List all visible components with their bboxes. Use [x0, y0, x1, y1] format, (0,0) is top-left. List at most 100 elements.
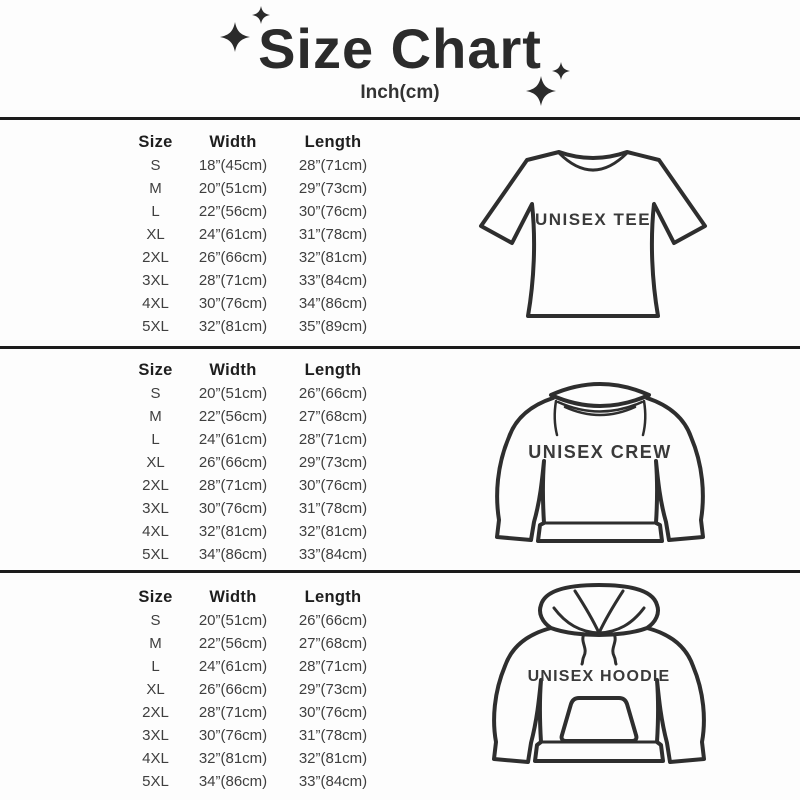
size-row: 2XL 26”(66cm) 32”(81cm): [128, 246, 383, 269]
divider: [0, 570, 800, 573]
width-cell: 20”(51cm): [198, 385, 268, 402]
length-cell: 28”(71cm): [298, 431, 368, 448]
size-cell: 5XL: [142, 773, 169, 790]
size-cell: XL: [146, 454, 165, 471]
size-cell: S: [150, 612, 161, 629]
size-cell: 2XL: [142, 249, 169, 266]
sparkle-icon: [552, 62, 570, 80]
size-row: 2XL 28”(71cm) 30”(76cm): [128, 701, 383, 724]
length-cell: 32”(81cm): [298, 523, 368, 540]
size-row: S 18”(45cm) 28”(71cm): [128, 154, 383, 177]
width-cell: 22”(56cm): [198, 408, 268, 425]
width-column-header: Width: [209, 360, 257, 379]
size-column-header: Size: [138, 360, 173, 379]
width-cell: 30”(76cm): [198, 295, 268, 312]
size-cell: XL: [146, 681, 165, 698]
width-cell: 28”(71cm): [198, 477, 268, 494]
length-cell: 32”(81cm): [298, 249, 368, 266]
size-table-tee: Size Width Length S 18”(45cm) 28”(71cm) M 20…: [128, 130, 383, 338]
size-cell: S: [150, 157, 161, 174]
size-column-header: Size: [138, 587, 173, 606]
length-cell: 31”(78cm): [298, 226, 368, 243]
width-column-header: Width: [209, 132, 257, 151]
size-cell: L: [151, 203, 160, 220]
divider: [0, 346, 800, 349]
size-cell: XL: [146, 226, 165, 243]
size-row: 4XL 30”(76cm) 34”(86cm): [128, 292, 383, 315]
size-row: S 20”(51cm) 26”(66cm): [128, 382, 383, 405]
size-cell: 3XL: [142, 500, 169, 517]
width-cell: 26”(66cm): [198, 454, 268, 471]
width-cell: 26”(66cm): [198, 681, 268, 698]
length-cell: 34”(86cm): [298, 295, 368, 312]
width-cell: 20”(51cm): [198, 180, 268, 197]
length-cell: 35”(89cm): [298, 318, 368, 335]
divider: [0, 117, 800, 120]
garment-label: UNISEX TEE: [535, 210, 651, 229]
length-cell: 29”(73cm): [298, 180, 368, 197]
width-cell: 18”(45cm): [198, 157, 268, 174]
width-cell: 22”(56cm): [198, 635, 268, 652]
size-row: 5XL 34”(86cm) 33”(84cm): [128, 770, 383, 793]
size-row: 5XL 32”(81cm) 35”(89cm): [128, 315, 383, 338]
width-cell: 24”(61cm): [198, 658, 268, 675]
size-row: 3XL 28”(71cm) 33”(84cm): [128, 269, 383, 292]
width-cell: 34”(86cm): [198, 546, 268, 563]
length-cell: 29”(73cm): [298, 681, 368, 698]
length-cell: 26”(66cm): [298, 385, 368, 402]
length-cell: 27”(68cm): [298, 408, 368, 425]
size-row: M 22”(56cm) 27”(68cm): [128, 632, 383, 655]
length-cell: 29”(73cm): [298, 454, 368, 471]
crew-graphic: UNISEX CREW: [495, 382, 705, 543]
size-row: 4XL 32”(81cm) 32”(81cm): [128, 747, 383, 770]
size-cell: S: [150, 385, 161, 402]
size-cell: 5XL: [142, 318, 169, 335]
size-cell: L: [151, 658, 160, 675]
sparkle-icon: [526, 76, 556, 106]
size-row: XL 26”(66cm) 29”(73cm): [128, 451, 383, 474]
width-cell: 24”(61cm): [198, 226, 268, 243]
width-cell: 32”(81cm): [198, 750, 268, 767]
size-row: 2XL 28”(71cm) 30”(76cm): [128, 474, 383, 497]
size-row: L 24”(61cm) 28”(71cm): [128, 428, 383, 451]
length-cell: 30”(76cm): [298, 477, 368, 494]
size-cell: 5XL: [142, 546, 169, 563]
width-cell: 32”(81cm): [198, 523, 268, 540]
length-cell: 31”(78cm): [298, 727, 368, 744]
size-column-header: Size: [138, 132, 173, 151]
size-cell: 4XL: [142, 295, 169, 312]
length-column-header: Length: [304, 587, 362, 606]
size-row: XL 26”(66cm) 29”(73cm): [128, 678, 383, 701]
page-title: Size Chart: [258, 17, 542, 80]
size-cell: M: [149, 408, 162, 425]
width-cell: 28”(71cm): [198, 704, 268, 721]
garment-label: UNISEX CREW: [528, 442, 672, 462]
size-table-hoodie: Size Width Length S 20”(51cm) 26”(66cm) M 22…: [128, 585, 383, 793]
size-table-header: Size Width Length: [128, 358, 383, 382]
size-row: L 22”(56cm) 30”(76cm): [128, 200, 383, 223]
header: Size Chart Inch(cm): [0, 0, 800, 118]
width-cell: 26”(66cm): [198, 249, 268, 266]
width-cell: 28”(71cm): [198, 272, 268, 289]
size-row: M 22”(56cm) 27”(68cm): [128, 405, 383, 428]
size-row: M 20”(51cm) 29”(73cm): [128, 177, 383, 200]
size-table-crew: Size Width Length S 20”(51cm) 26”(66cm) M 22…: [128, 358, 383, 566]
size-cell: 2XL: [142, 704, 169, 721]
size-row: 3XL 30”(76cm) 31”(78cm): [128, 497, 383, 520]
length-cell: 31”(78cm): [298, 500, 368, 517]
width-cell: 30”(76cm): [198, 500, 268, 517]
length-cell: 28”(71cm): [298, 157, 368, 174]
width-cell: 24”(61cm): [198, 431, 268, 448]
size-cell: 4XL: [142, 750, 169, 767]
width-cell: 22”(56cm): [198, 203, 268, 220]
length-cell: 32”(81cm): [298, 750, 368, 767]
hoodie-graphic: UNISEX HOODIE: [492, 583, 706, 764]
size-table-header: Size Width Length: [128, 585, 383, 609]
length-cell: 28”(71cm): [298, 658, 368, 675]
size-table-header: Size Width Length: [128, 130, 383, 154]
size-row: 5XL 34”(86cm) 33”(84cm): [128, 543, 383, 566]
size-cell: L: [151, 431, 160, 448]
size-cell: 3XL: [142, 272, 169, 289]
width-cell: 30”(76cm): [198, 727, 268, 744]
size-cell: M: [149, 635, 162, 652]
